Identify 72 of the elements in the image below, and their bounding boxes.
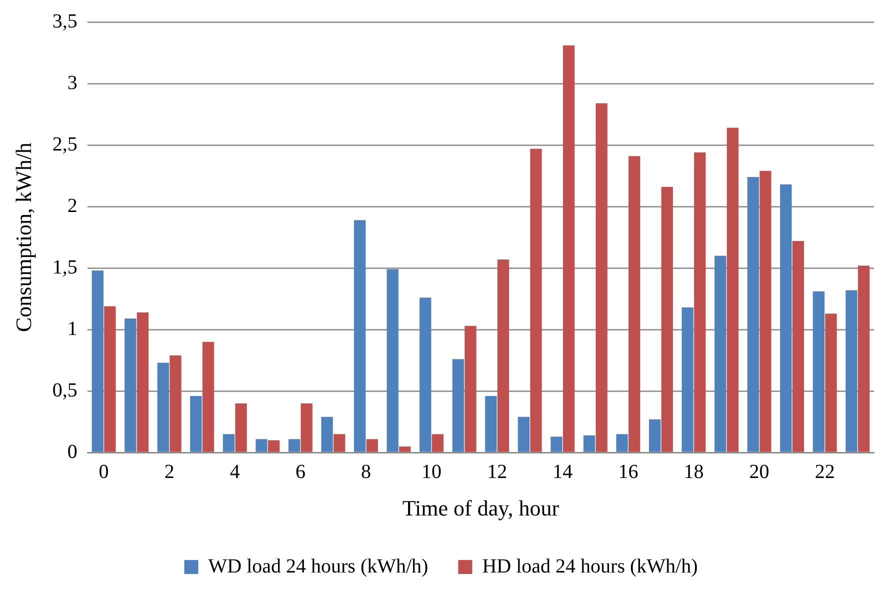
bar: [268, 440, 280, 452]
y-tick-label: 1,5: [52, 256, 78, 278]
x-tick-label: 10: [422, 460, 442, 483]
y-tick-label: 0,5: [52, 379, 78, 402]
x-tick-label: 22: [814, 460, 835, 483]
bar: [366, 439, 378, 452]
bar: [846, 290, 858, 452]
bar: [464, 326, 476, 452]
y-axis-title: Consumption, kWh/h: [10, 142, 36, 332]
bar: [300, 403, 312, 452]
y-tick-label: 3,5: [52, 10, 78, 32]
bar: [628, 156, 640, 452]
bar: [104, 306, 116, 452]
bar: [648, 419, 661, 452]
bar: [497, 259, 510, 452]
y-tick-label: 0: [67, 440, 78, 463]
bar: [661, 186, 673, 452]
bar: [452, 359, 464, 452]
x-axis-title: Time of day, hour: [402, 496, 560, 521]
bar: [726, 128, 738, 452]
bar: [562, 45, 575, 452]
bar: [583, 435, 596, 452]
bar: [550, 436, 562, 452]
bar: [321, 416, 333, 452]
x-tick-label: 8: [360, 460, 371, 483]
x-tick-label: 14: [552, 460, 573, 483]
bar: [235, 403, 247, 452]
bar: [399, 446, 411, 452]
bar: [157, 362, 170, 452]
bar: [354, 220, 366, 452]
bar: [386, 269, 398, 452]
y-tick-label: 2: [67, 194, 78, 217]
x-tick-label: 0: [98, 460, 109, 483]
x-tick-label: 4: [230, 460, 240, 483]
bar: [530, 148, 542, 452]
y-tick-label: 1: [67, 318, 78, 340]
bar: [747, 177, 759, 452]
x-tick-label: 12: [487, 460, 508, 483]
bar: [170, 355, 182, 452]
bar: [812, 291, 825, 452]
y-tick-label: 3: [67, 72, 78, 94]
bar: [792, 240, 804, 452]
legend-label: WD load 24 hours (kWh/h): [208, 555, 428, 578]
bar: [485, 396, 497, 452]
bar: [92, 270, 104, 452]
bar: [288, 439, 300, 452]
bar: [256, 439, 268, 452]
bar: [420, 298, 432, 452]
x-tick-label: 2: [164, 460, 174, 483]
bar: [518, 416, 530, 452]
x-tick-label: 6: [295, 460, 306, 483]
bar: [222, 434, 235, 452]
bar: [694, 152, 706, 452]
bar: [825, 314, 837, 452]
x-tick-label: 20: [749, 460, 770, 483]
y-tick-label: 2,5: [52, 133, 78, 156]
legend-label: HD load 24 hours (kWh/h): [482, 555, 698, 578]
bar: [334, 434, 346, 452]
x-tick-label: 16: [618, 460, 638, 483]
bar: [596, 103, 608, 452]
bar: [760, 170, 772, 452]
bar: [202, 342, 214, 452]
bar: [136, 312, 149, 452]
bar: [714, 256, 726, 452]
bar: [432, 434, 444, 452]
bar: [124, 318, 136, 452]
bar: [682, 307, 694, 452]
x-tick-label: 18: [684, 460, 704, 483]
bar: [190, 396, 202, 452]
bar: [780, 184, 792, 452]
bar: [858, 266, 870, 452]
bar: [616, 434, 628, 452]
